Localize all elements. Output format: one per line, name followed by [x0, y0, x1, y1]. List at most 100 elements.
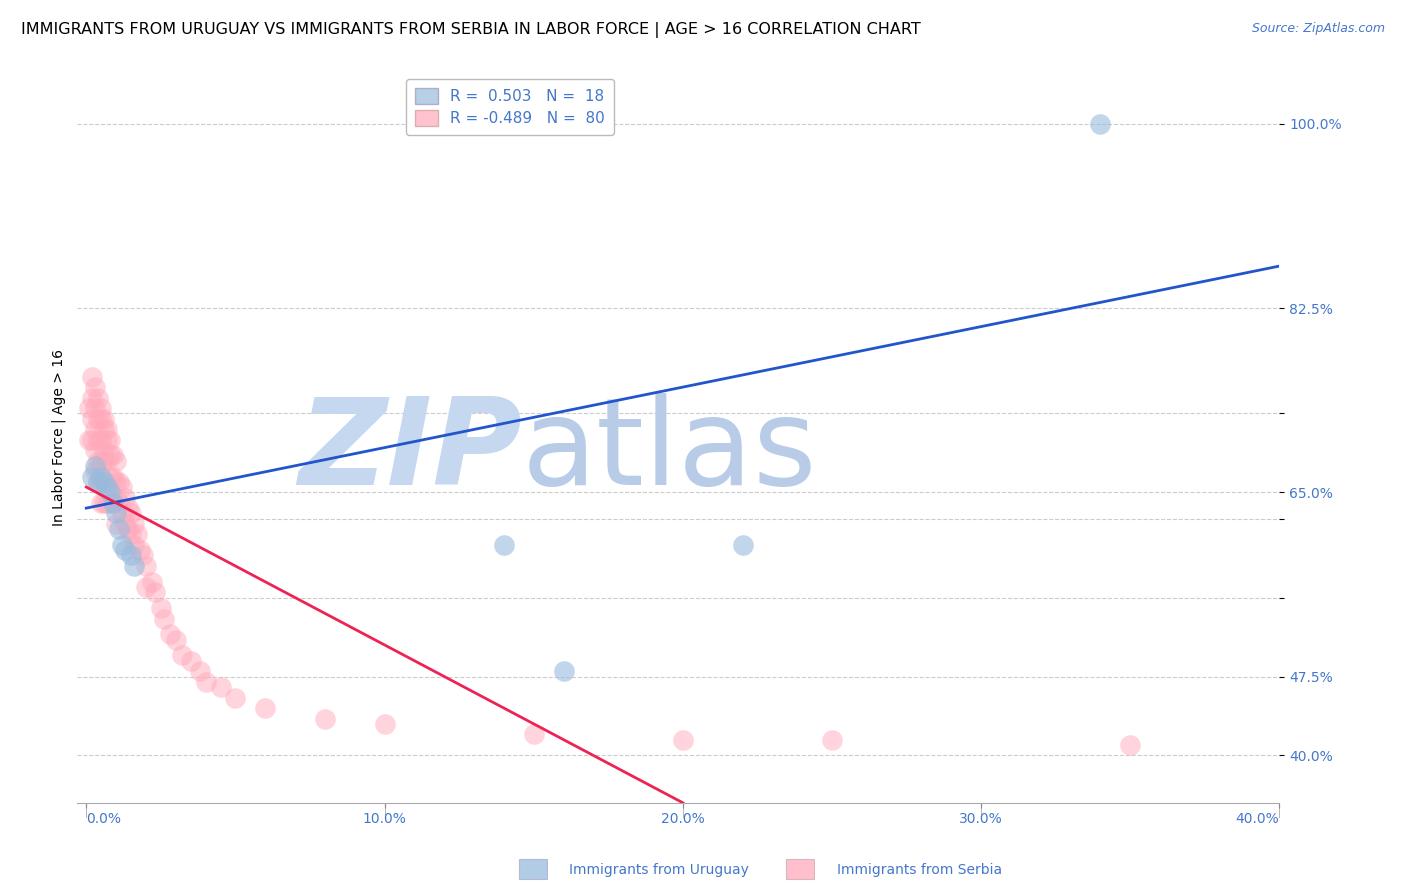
Point — [117, 501, 139, 516]
Point — [87, 433, 110, 447]
Point — [135, 559, 157, 574]
Point — [224, 690, 246, 705]
Point — [141, 574, 163, 589]
Point — [117, 522, 139, 536]
Text: 0.0%: 0.0% — [86, 812, 121, 826]
Point — [98, 469, 121, 483]
Point — [129, 543, 152, 558]
Point — [98, 433, 121, 447]
Point — [125, 527, 148, 541]
Point — [77, 401, 100, 416]
Point — [120, 507, 142, 521]
Point — [98, 496, 121, 510]
Point — [82, 433, 104, 447]
Text: Source: ZipAtlas.com: Source: ZipAtlas.com — [1251, 22, 1385, 36]
Point — [93, 496, 115, 510]
Point — [105, 507, 128, 521]
Point — [101, 496, 124, 510]
Point — [122, 559, 145, 574]
Point — [149, 601, 172, 615]
Point — [101, 449, 124, 463]
Point — [105, 475, 128, 489]
Point — [90, 469, 112, 483]
Text: atlas: atlas — [522, 393, 818, 510]
Text: 10.0%: 10.0% — [363, 812, 406, 826]
Point — [93, 411, 115, 425]
Point — [153, 612, 176, 626]
Point — [96, 454, 118, 468]
Point — [87, 391, 110, 405]
Point — [170, 648, 193, 663]
Text: ZIP: ZIP — [298, 393, 522, 510]
Point — [821, 732, 844, 747]
Point — [165, 632, 187, 647]
Point — [77, 433, 100, 447]
Point — [111, 480, 134, 494]
Point — [209, 680, 232, 694]
Point — [254, 701, 277, 715]
Point — [84, 380, 107, 394]
Point — [120, 549, 142, 563]
Point — [87, 411, 110, 425]
Point — [101, 496, 124, 510]
Point — [114, 516, 136, 531]
Point — [96, 422, 118, 436]
Point — [135, 580, 157, 594]
Point — [84, 443, 107, 458]
Point — [122, 516, 145, 531]
Point — [731, 538, 754, 552]
Point — [93, 454, 115, 468]
Point — [82, 391, 104, 405]
Point — [492, 538, 515, 552]
Point — [84, 464, 107, 478]
Text: Immigrants from Uruguay: Immigrants from Uruguay — [569, 863, 749, 877]
Point — [1119, 738, 1142, 752]
Point — [180, 654, 202, 668]
Point — [120, 527, 142, 541]
Point — [105, 516, 128, 531]
Legend: R =  0.503   N =  18, R = -0.489   N =  80: R = 0.503 N = 18, R = -0.489 N = 80 — [406, 79, 614, 136]
Point — [314, 712, 336, 726]
Point — [90, 475, 112, 489]
Point — [105, 454, 128, 468]
Point — [114, 491, 136, 505]
Bar — [519, 859, 547, 879]
Point — [93, 475, 115, 489]
Point — [111, 507, 134, 521]
Point — [188, 665, 211, 679]
Text: IMMIGRANTS FROM URUGUAY VS IMMIGRANTS FROM SERBIA IN LABOR FORCE | AGE > 16 CORR: IMMIGRANTS FROM URUGUAY VS IMMIGRANTS FR… — [21, 22, 921, 38]
Point — [90, 433, 112, 447]
Bar — [786, 859, 814, 879]
Point — [523, 727, 546, 741]
Point — [93, 443, 115, 458]
Point — [101, 469, 124, 483]
Point — [122, 538, 145, 552]
Point — [90, 496, 112, 510]
Point — [96, 475, 118, 489]
Text: 20.0%: 20.0% — [661, 812, 704, 826]
Point — [111, 538, 134, 552]
Text: Immigrants from Serbia: Immigrants from Serbia — [837, 863, 1001, 877]
Point — [90, 401, 112, 416]
Point — [105, 491, 128, 505]
Point — [672, 732, 695, 747]
Point — [84, 458, 107, 473]
Point — [132, 549, 155, 563]
Point — [87, 475, 110, 489]
Point — [143, 585, 166, 599]
Point — [82, 411, 104, 425]
Text: 30.0%: 30.0% — [959, 812, 1002, 826]
Y-axis label: In Labor Force | Age > 16: In Labor Force | Age > 16 — [52, 349, 66, 525]
Point — [159, 627, 181, 641]
Point — [82, 369, 104, 384]
Point — [96, 433, 118, 447]
Point — [82, 469, 104, 483]
Point — [96, 496, 118, 510]
Point — [553, 665, 575, 679]
Point — [1090, 117, 1112, 131]
Point — [87, 454, 110, 468]
Point — [84, 401, 107, 416]
Point — [90, 454, 112, 468]
Point — [93, 422, 115, 436]
Point — [87, 475, 110, 489]
